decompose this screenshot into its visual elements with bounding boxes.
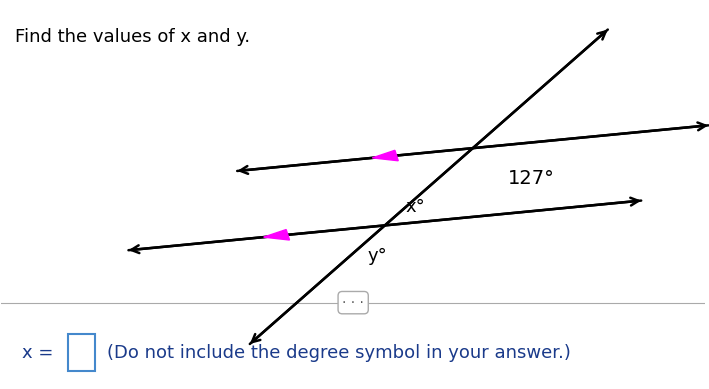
- FancyBboxPatch shape: [68, 334, 95, 371]
- Text: Find the values of x and y.: Find the values of x and y.: [16, 28, 250, 46]
- Text: 127°: 127°: [508, 169, 555, 188]
- Polygon shape: [372, 150, 398, 161]
- Text: y°: y°: [367, 247, 387, 265]
- Polygon shape: [264, 230, 289, 240]
- Text: x =: x =: [23, 344, 60, 362]
- Text: · · ·: · · ·: [342, 296, 364, 310]
- Text: x°: x°: [406, 198, 425, 216]
- Text: (Do not include the degree symbol in your answer.): (Do not include the degree symbol in you…: [107, 344, 571, 362]
